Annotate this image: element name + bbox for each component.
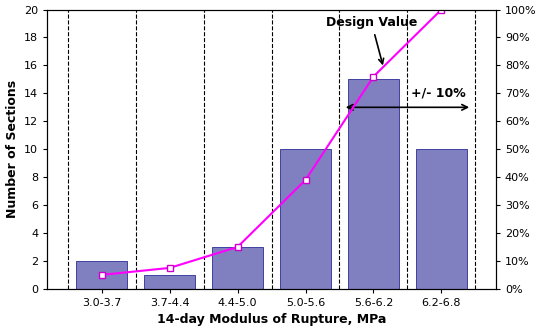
Bar [212, 247, 263, 289]
Y-axis label: Number of Sections: Number of Sections [5, 80, 18, 218]
Text: Design Value: Design Value [326, 16, 417, 64]
Bar [144, 275, 195, 289]
Text: +/- 10%: +/- 10% [411, 87, 466, 100]
Bar [348, 79, 399, 289]
Bar [280, 149, 331, 289]
Bar [76, 261, 127, 289]
Bar [416, 149, 467, 289]
X-axis label: 14-day Modulus of Rupture, MPa: 14-day Modulus of Rupture, MPa [157, 313, 386, 326]
